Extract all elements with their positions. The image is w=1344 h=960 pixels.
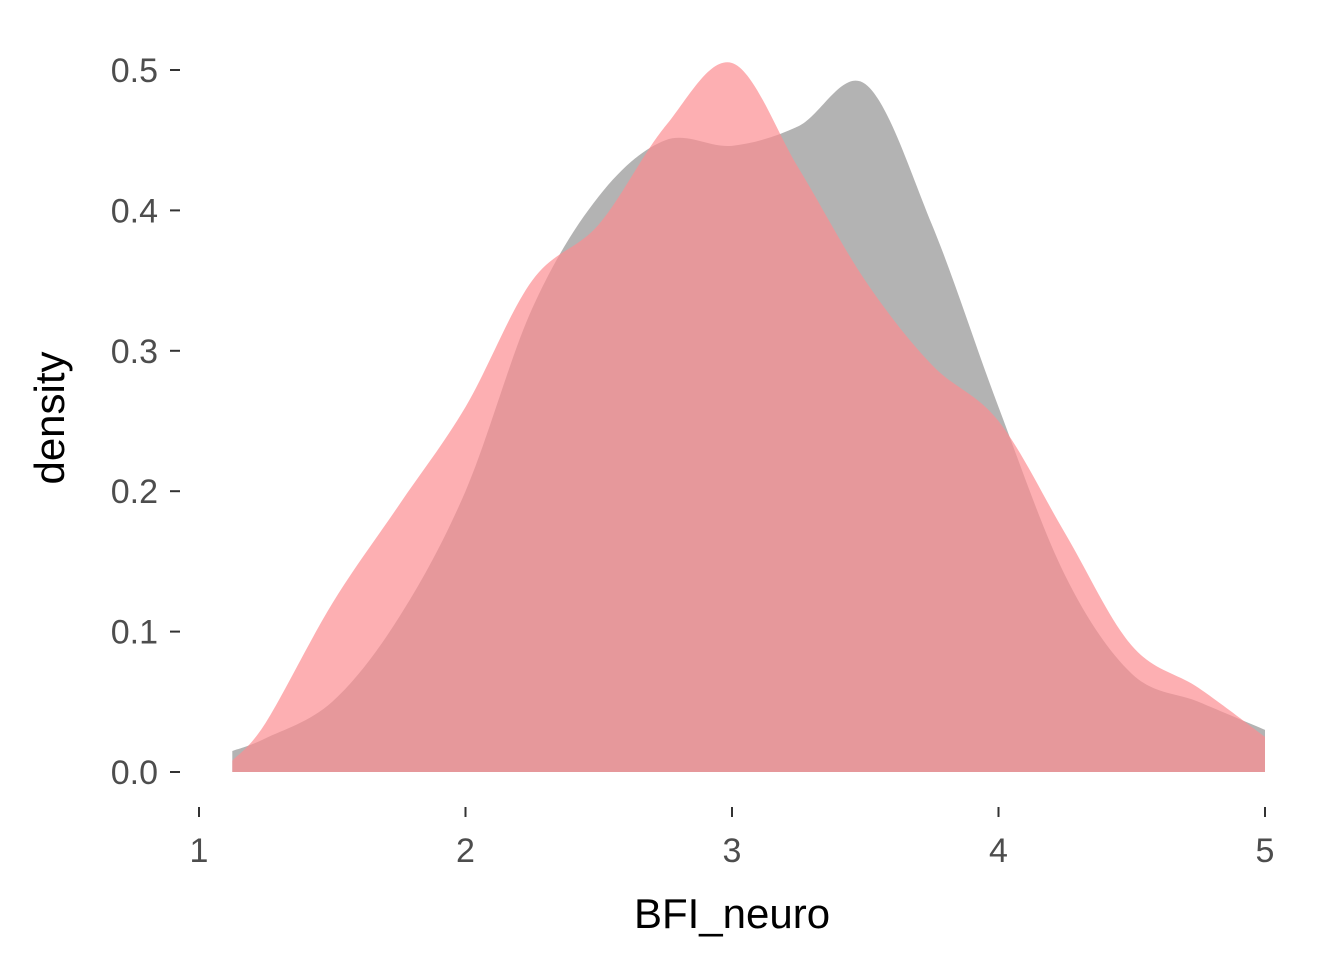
x-tick-label: 3 bbox=[723, 832, 742, 870]
x-tick-label: 5 bbox=[1256, 832, 1275, 870]
y-axis: 0.0 0.1 0.2 0.3 0.4 0.5 bbox=[111, 52, 180, 792]
y-tick-label: 0.4 bbox=[111, 192, 158, 230]
x-tick-label: 4 bbox=[989, 832, 1008, 870]
x-tick-label: 1 bbox=[190, 832, 209, 870]
density-area-series-2 bbox=[232, 62, 1265, 772]
y-tick-label: 0.1 bbox=[111, 614, 158, 652]
y-tick-label: 0.5 bbox=[111, 52, 158, 90]
x-axis-title: BFI_neuro bbox=[634, 890, 830, 937]
x-axis: 1 2 3 4 5 bbox=[190, 807, 1275, 870]
y-tick-label: 0.0 bbox=[111, 754, 158, 792]
y-tick-label: 0.3 bbox=[111, 333, 158, 371]
x-tick-label: 2 bbox=[456, 832, 475, 870]
y-axis-title: density bbox=[26, 351, 73, 484]
density-areas bbox=[232, 62, 1265, 773]
y-tick-label: 0.2 bbox=[111, 473, 158, 511]
